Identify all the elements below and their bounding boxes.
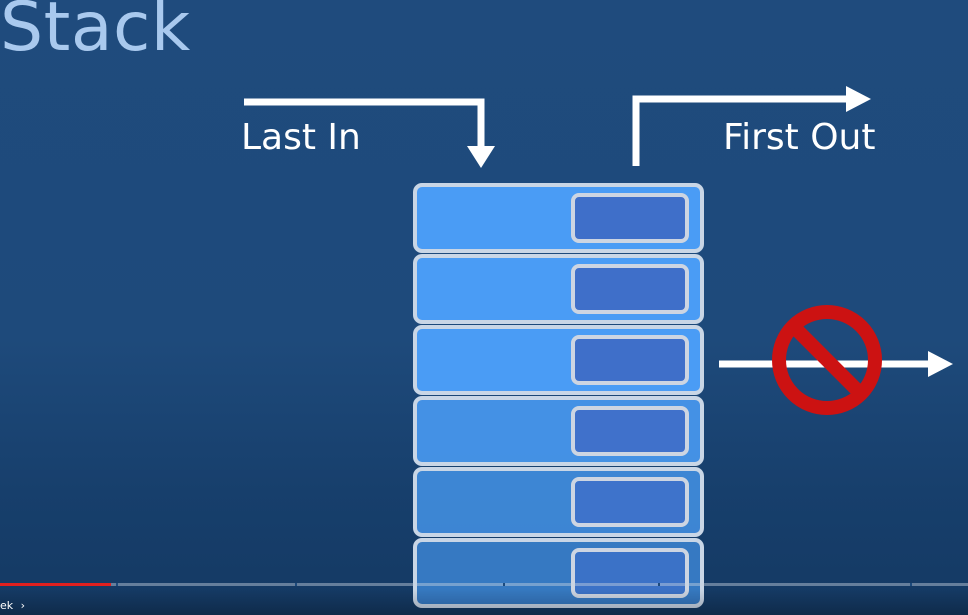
chapter-marker bbox=[116, 583, 118, 586]
stack-blocks bbox=[413, 183, 704, 608]
first-out-arrow-icon bbox=[632, 86, 871, 166]
stack-block-pointer bbox=[571, 406, 689, 456]
stack-block-pointer bbox=[571, 335, 689, 385]
stack-block bbox=[413, 325, 704, 395]
stack-block-pointer bbox=[571, 477, 689, 527]
chevron-right-icon: › bbox=[20, 599, 26, 612]
chapter-link[interactable]: ek › bbox=[0, 600, 25, 611]
chapter-marker bbox=[910, 583, 912, 586]
stack-block bbox=[413, 254, 704, 324]
progress-bar[interactable] bbox=[0, 583, 968, 586]
player-controls-bar bbox=[0, 589, 968, 615]
chapter-marker bbox=[658, 583, 660, 586]
stack-block bbox=[413, 396, 704, 466]
chapter-marker bbox=[295, 583, 297, 586]
stack-block-pointer bbox=[571, 193, 689, 243]
slide-title: Stack bbox=[0, 0, 191, 67]
last-in-arrow-icon bbox=[244, 98, 495, 168]
last-in-label: Last In bbox=[241, 117, 361, 158]
first-out-label: First Out bbox=[723, 117, 876, 158]
progress-fill bbox=[0, 583, 111, 586]
stack-block-pointer bbox=[571, 264, 689, 314]
stack-block bbox=[413, 183, 704, 253]
chapter-label: ek bbox=[0, 599, 14, 612]
no-entry-icon bbox=[772, 305, 882, 415]
stack-block bbox=[413, 467, 704, 537]
chapter-marker bbox=[503, 583, 505, 586]
